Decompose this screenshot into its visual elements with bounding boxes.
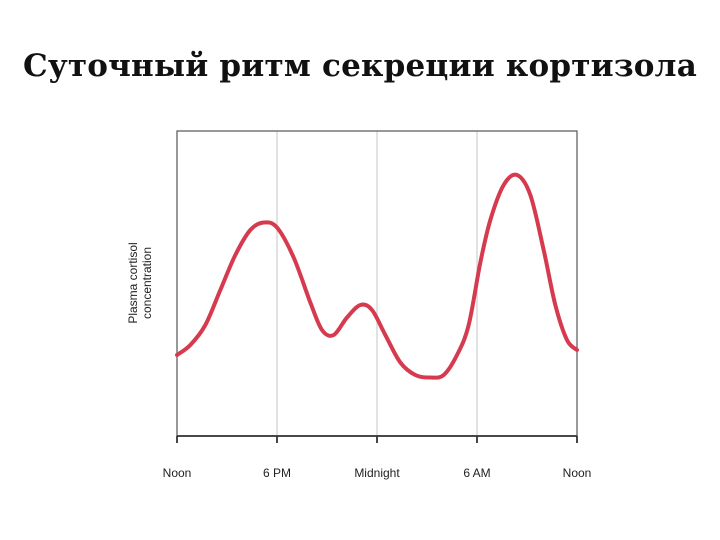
- x-tick-labels: Noon 6 PM Midnight 6 AM Noon: [163, 466, 592, 480]
- grid-lines: [276, 131, 478, 436]
- x-tick-label: Midnight: [354, 466, 400, 480]
- x-ticks: [176, 436, 578, 443]
- x-tick-label: 6 PM: [263, 466, 291, 480]
- series: [175, 172, 579, 380]
- x-tick-label: 6 AM: [463, 466, 490, 480]
- x-tick-label: Noon: [163, 466, 192, 480]
- cortisol-series-line: [175, 172, 579, 380]
- y-axis-label-line-1: Plasma cortisol: [126, 242, 140, 323]
- x-tick-label: Noon: [563, 466, 592, 480]
- slide-title: Суточный ритм секреции кортизола: [22, 48, 698, 84]
- y-axis-label-line-2: concentration: [140, 247, 154, 319]
